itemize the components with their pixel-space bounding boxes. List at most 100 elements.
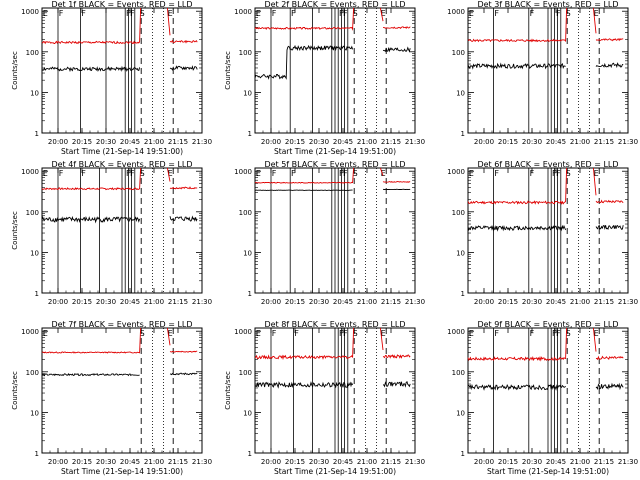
plot-frame xyxy=(41,327,203,454)
x-tick-label: 20:00 xyxy=(48,138,68,146)
x-tick-label: 20:30 xyxy=(96,298,116,306)
y-tick-label: 10 xyxy=(456,249,465,257)
events-series-line xyxy=(254,381,354,389)
panel-title: Det 6f BLACK = Events, RED = LLD xyxy=(477,160,618,169)
y-tick-label: 10 xyxy=(30,89,39,97)
events-series-line xyxy=(595,224,624,231)
y-tick-label: 1000 xyxy=(21,328,39,336)
marker-letter: E xyxy=(168,9,173,18)
marker-letter: S xyxy=(140,169,145,178)
marker-letter: F xyxy=(343,169,348,178)
x-tick-label: 21:30 xyxy=(192,458,212,466)
x-tick-label: 21:00 xyxy=(570,458,590,466)
marker-letter: E xyxy=(469,169,474,178)
x-tick-label: 21:00 xyxy=(144,298,164,306)
x-tick-label: 20:45 xyxy=(333,458,353,466)
lld-series-line xyxy=(467,7,568,43)
x-tick-label: 21:00 xyxy=(144,138,164,146)
lld-series-line xyxy=(379,167,384,176)
detector-panel-8: Det 8f BLACK = Events, RED = LLD 1 10 100 10… xyxy=(224,320,425,476)
y-tick-label: 1 xyxy=(35,290,39,298)
lld-series-line xyxy=(169,186,198,190)
y-tick-label: 100 xyxy=(239,369,252,377)
x-tick-label: 21:15 xyxy=(381,138,401,146)
marker-letter: F xyxy=(126,169,131,178)
x-axis-label: Start Time (21-Sep-14 19:51:00) xyxy=(61,467,183,476)
x-tick-label: 20:00 xyxy=(48,458,68,466)
x-tick-label: 21:30 xyxy=(192,138,212,146)
x-tick-label: 20:15 xyxy=(498,458,518,466)
marker-letter: F xyxy=(343,9,348,18)
x-tick-label: 21:30 xyxy=(405,458,425,466)
marker-letter: S xyxy=(353,9,358,18)
lld-series-line xyxy=(254,167,355,184)
x-tick-label: 20:30 xyxy=(309,458,329,466)
lld-series-line xyxy=(592,7,597,34)
detector-panel-3: Det 3f BLACK = Events, RED = LLD 1 10 100 10… xyxy=(447,0,638,146)
y-tick-label: 1000 xyxy=(447,168,465,176)
y-tick-label: 1 xyxy=(35,450,39,458)
x-tick-label: 21:15 xyxy=(594,458,614,466)
y-tick-label: 100 xyxy=(26,209,39,217)
marker-letter: F xyxy=(556,169,561,178)
marker-letter: F xyxy=(494,9,499,18)
marker-letter: E xyxy=(256,169,261,178)
lld-series-line xyxy=(595,37,624,42)
panel-title: Det 4f BLACK = Events, RED = LLD xyxy=(51,160,192,169)
marker-letter: F xyxy=(272,169,277,178)
panel-title: Det 9f BLACK = Events, RED = LLD xyxy=(477,320,618,329)
y-tick-label: 10 xyxy=(243,249,252,257)
marker-letter: E xyxy=(381,169,386,178)
y-tick-label: 100 xyxy=(239,49,252,57)
events-series-line xyxy=(254,44,354,80)
x-tick-label: 20:45 xyxy=(120,138,140,146)
y-tick-label: 1000 xyxy=(21,168,39,176)
marker-letter: F xyxy=(494,169,499,178)
detector-panel-6: Det 6f BLACK = Events, RED = LLD 1 10 100 10… xyxy=(447,160,638,306)
marker-letter: F xyxy=(339,329,344,338)
y-tick-label: 100 xyxy=(26,49,39,57)
x-tick-label: 20:00 xyxy=(474,298,494,306)
marker-letter: F xyxy=(81,9,86,18)
x-tick-label: 20:30 xyxy=(522,458,542,466)
y-tick-label: 1000 xyxy=(234,8,252,16)
lld-series-line xyxy=(592,327,597,352)
y-tick-label: 100 xyxy=(452,209,465,217)
y-tick-label: 1000 xyxy=(447,328,465,336)
lld-series-line xyxy=(382,354,411,359)
lld-series-line xyxy=(595,199,624,204)
x-tick-label: 21:00 xyxy=(570,298,590,306)
marker-letter: E xyxy=(256,9,261,18)
events-series-line xyxy=(467,62,566,70)
events-series-line xyxy=(382,46,411,53)
lld-series-line xyxy=(41,327,142,354)
x-tick-label: 21:15 xyxy=(594,298,614,306)
panel-title: Det 3f BLACK = Events, RED = LLD xyxy=(477,0,618,9)
x-tick-label: 20:45 xyxy=(546,298,566,306)
x-tick-label: 21:30 xyxy=(618,298,638,306)
events-series-line xyxy=(169,65,198,71)
marker-letter: E xyxy=(168,169,173,178)
marker-letter: F xyxy=(272,329,277,338)
x-tick-label: 20:15 xyxy=(498,298,518,306)
x-tick-label: 20:30 xyxy=(96,138,116,146)
y-tick-label: 1000 xyxy=(234,328,252,336)
events-series-line xyxy=(595,62,624,69)
x-tick-label: 20:15 xyxy=(72,138,92,146)
panel-title: Det 8f BLACK = Events, RED = LLD xyxy=(264,320,405,329)
x-tick-label: 20:00 xyxy=(261,458,281,466)
x-tick-label: 20:30 xyxy=(96,458,116,466)
x-tick-label: 20:00 xyxy=(261,298,281,306)
lld-series-line xyxy=(41,167,142,191)
x-axis-label: Start Time (21-Sep-14 19:51:00) xyxy=(274,147,396,156)
x-tick-label: 21:00 xyxy=(144,458,164,466)
panel-title: Det 1f BLACK = Events, RED = LLD xyxy=(51,0,192,9)
marker-letter: E xyxy=(256,329,261,338)
events-series-line xyxy=(382,381,411,388)
y-tick-label: 10 xyxy=(30,249,39,257)
x-tick-label: 20:30 xyxy=(522,298,542,306)
y-axis-label: Counts/sec xyxy=(11,51,19,90)
y-tick-label: 10 xyxy=(456,89,465,97)
detector-panel-4: Det 4f BLACK = Events, RED = LLD 1 10 100 10… xyxy=(11,160,212,306)
